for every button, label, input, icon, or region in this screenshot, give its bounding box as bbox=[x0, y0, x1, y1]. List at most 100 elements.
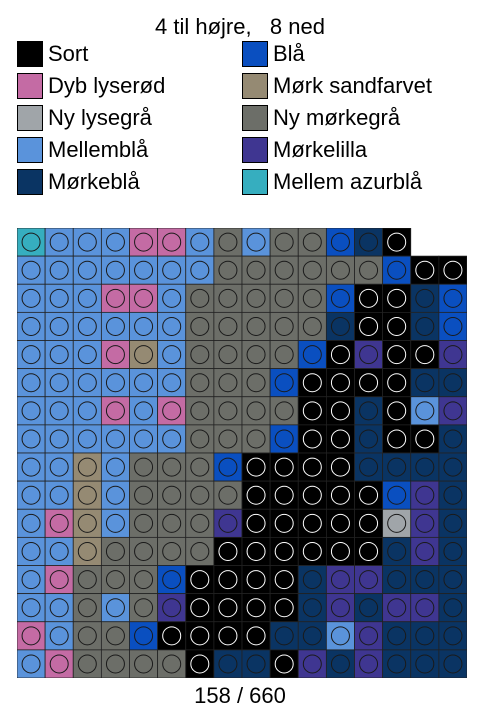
brick-cell bbox=[157, 593, 187, 623]
brick-stud bbox=[415, 654, 435, 674]
brick-cell bbox=[16, 255, 46, 285]
brick-stud bbox=[21, 654, 41, 674]
brick-stud bbox=[190, 232, 210, 252]
brick-cell bbox=[438, 255, 468, 285]
brick-stud bbox=[218, 513, 238, 533]
brick-cell bbox=[129, 227, 159, 257]
brick-stud bbox=[443, 316, 463, 336]
brick-stud bbox=[21, 373, 41, 393]
brick-cell bbox=[129, 649, 159, 679]
brick-cell bbox=[16, 283, 46, 313]
brick-stud bbox=[302, 485, 322, 505]
brick-cell bbox=[354, 396, 384, 426]
legend-item-sort: Sort bbox=[17, 40, 88, 68]
brick-stud bbox=[21, 401, 41, 421]
brick-cell bbox=[410, 452, 440, 482]
brick-stud bbox=[190, 373, 210, 393]
brick-stud bbox=[21, 485, 41, 505]
brick-cell bbox=[72, 227, 102, 257]
brick-stud bbox=[330, 316, 350, 336]
brick-cell bbox=[269, 368, 299, 398]
brick-stud bbox=[274, 401, 294, 421]
brick-cell bbox=[325, 452, 355, 482]
brick-stud bbox=[77, 654, 97, 674]
brick-cell bbox=[213, 340, 243, 370]
brick-cell bbox=[354, 565, 384, 595]
brick-stud bbox=[387, 626, 407, 646]
brick-cell bbox=[438, 311, 468, 341]
brick-cell bbox=[185, 340, 215, 370]
brick-stud bbox=[21, 260, 41, 280]
brick-stud bbox=[302, 598, 322, 618]
brick-stud bbox=[49, 373, 69, 393]
brick-stud bbox=[359, 316, 379, 336]
brick-stud bbox=[274, 654, 294, 674]
brick-stud bbox=[49, 654, 69, 674]
brick-stud bbox=[77, 513, 97, 533]
brick-stud bbox=[134, 429, 154, 449]
brick-stud bbox=[105, 429, 125, 449]
brick-stud bbox=[443, 570, 463, 590]
brick-stud bbox=[330, 513, 350, 533]
brick-cell bbox=[72, 593, 102, 623]
brick-stud bbox=[49, 232, 69, 252]
brick-stud bbox=[190, 570, 210, 590]
brick-stud bbox=[105, 654, 125, 674]
brick-cell bbox=[269, 536, 299, 566]
brick-cell bbox=[269, 340, 299, 370]
brick-stud bbox=[218, 570, 238, 590]
brick-cell bbox=[325, 396, 355, 426]
brick-cell bbox=[100, 396, 130, 426]
brick-cell bbox=[44, 621, 74, 651]
brick-stud bbox=[105, 598, 125, 618]
brick-cell bbox=[269, 396, 299, 426]
brick-stud bbox=[443, 541, 463, 561]
brick-stud bbox=[387, 316, 407, 336]
brick-stud bbox=[359, 429, 379, 449]
brick-stud bbox=[330, 429, 350, 449]
brick-cell bbox=[269, 649, 299, 679]
legend-swatch bbox=[17, 169, 43, 195]
brick-cell bbox=[16, 396, 46, 426]
brick-stud bbox=[134, 485, 154, 505]
brick-stud bbox=[387, 345, 407, 365]
brick-stud bbox=[105, 401, 125, 421]
brick-cell bbox=[438, 368, 468, 398]
brick-cell bbox=[129, 396, 159, 426]
brick-stud bbox=[77, 598, 97, 618]
brick-cell bbox=[438, 565, 468, 595]
brick-stud bbox=[134, 626, 154, 646]
brick-cell bbox=[438, 340, 468, 370]
brick-stud bbox=[77, 485, 97, 505]
brick-cell bbox=[185, 424, 215, 454]
brick-stud bbox=[274, 626, 294, 646]
brick-stud bbox=[274, 260, 294, 280]
brick-stud bbox=[387, 232, 407, 252]
brick-cell bbox=[297, 340, 327, 370]
brick-cell bbox=[382, 621, 412, 651]
brick-cell bbox=[16, 311, 46, 341]
brick-stud bbox=[246, 429, 266, 449]
brick-cell bbox=[410, 565, 440, 595]
brick-cell bbox=[44, 508, 74, 538]
brick-stud bbox=[330, 598, 350, 618]
brick-stud bbox=[274, 373, 294, 393]
brick-cell bbox=[44, 649, 74, 679]
brick-cell bbox=[129, 536, 159, 566]
brick-mosaic-grid bbox=[16, 227, 468, 679]
brick-cell bbox=[72, 452, 102, 482]
brick-cell bbox=[213, 227, 243, 257]
brick-cell bbox=[438, 649, 468, 679]
brick-cell bbox=[72, 424, 102, 454]
brick-stud bbox=[330, 570, 350, 590]
brick-stud bbox=[246, 541, 266, 561]
brick-cell bbox=[129, 565, 159, 595]
brick-cell bbox=[185, 480, 215, 510]
brick-stud bbox=[49, 288, 69, 308]
brick-cell bbox=[297, 227, 327, 257]
brick-stud bbox=[415, 288, 435, 308]
brick-cell bbox=[269, 227, 299, 257]
brick-stud bbox=[49, 401, 69, 421]
brick-stud bbox=[443, 260, 463, 280]
brick-cell bbox=[241, 311, 271, 341]
